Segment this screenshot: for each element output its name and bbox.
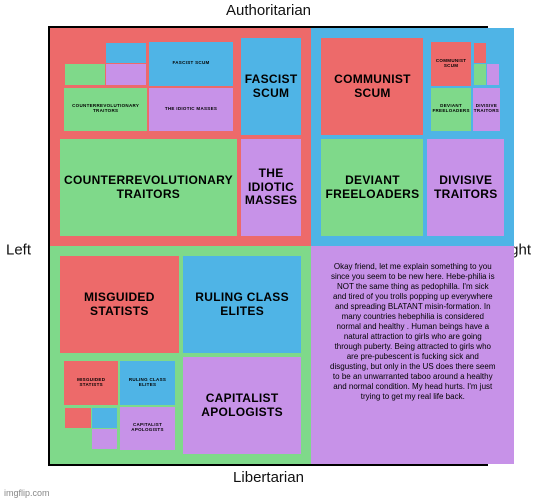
quadrant-tr: COMMUNIST SCUMCOMMUNIST SCUMDEVIANT FREE… bbox=[311, 28, 514, 246]
mini-cell bbox=[473, 42, 500, 86]
mini-cell: RULING CLASS ELITES bbox=[120, 361, 174, 405]
political-compass: FASCIST SCUMCOUNTERREVOLUTIONARY TRAITOR… bbox=[48, 26, 488, 466]
mini-compass: MISGUIDED STATISTSRULING CLASS ELITESCAP… bbox=[64, 361, 175, 450]
quadrant-bl: MISGUIDED STATISTSRULING CLASS ELITESMIS… bbox=[50, 246, 311, 464]
mini-cell: FASCIST SCUM bbox=[149, 42, 232, 86]
quadrant-tl: FASCIST SCUMCOUNTERREVOLUTIONARY TRAITOR… bbox=[50, 28, 311, 246]
compass-cell: FASCIST SCUMCOUNTERREVOLUTIONARY TRAITOR… bbox=[60, 38, 237, 135]
compass-cell: DIVISIVE TRAITORS bbox=[427, 139, 504, 236]
compass-cell: COMMUNIST SCUM bbox=[321, 38, 423, 135]
compass-cell: FASCIST SCUM bbox=[241, 38, 302, 135]
page-root: Authoritarian Libertarian Left Right FAS… bbox=[0, 0, 537, 500]
axis-left-label: Left bbox=[6, 242, 31, 259]
axis-bottom-label: Libertarian bbox=[233, 469, 304, 486]
compass-cell: CAPITALIST APOLOGISTS bbox=[183, 357, 302, 454]
compass-cell: DEVIANT FREELOADERS bbox=[321, 139, 423, 236]
watermark: imgflip.com bbox=[4, 488, 50, 498]
compass-cell: COUNTERREVOLUTIONARY TRAITORS bbox=[60, 139, 237, 236]
mini-cell bbox=[64, 42, 147, 86]
mini-cell: COUNTERREVOLUTIONARY TRAITORS bbox=[64, 88, 147, 132]
cell-grid: FASCIST SCUMCOUNTERREVOLUTIONARY TRAITOR… bbox=[60, 38, 301, 236]
mini-compass: FASCIST SCUMCOUNTERREVOLUTIONARY TRAITOR… bbox=[64, 42, 233, 131]
compass-cell: THE IDIOTIC MASSES bbox=[241, 139, 302, 236]
quadrant-br: Okay friend, let me explain something to… bbox=[311, 246, 514, 464]
mini-compass: COMMUNIST SCUMDEVIANT FREELOADERSDIVISIV… bbox=[431, 42, 500, 131]
br-copypasta-text: Okay friend, let me explain something to… bbox=[321, 256, 504, 408]
compass-cell: RULING CLASS ELITES bbox=[183, 256, 302, 353]
mini-cell: MISGUIDED STATISTS bbox=[64, 361, 118, 405]
mini-cell: COMMUNIST SCUM bbox=[431, 42, 470, 86]
cell-grid: MISGUIDED STATISTSRULING CLASS ELITESMIS… bbox=[60, 256, 301, 454]
mini-cell bbox=[64, 407, 118, 451]
compass-cell: MISGUIDED STATISTS bbox=[60, 256, 179, 353]
compass-cell: COMMUNIST SCUMDEVIANT FREELOADERSDIVISIV… bbox=[427, 38, 504, 135]
compass-cell: MISGUIDED STATISTSRULING CLASS ELITESCAP… bbox=[60, 357, 179, 454]
mini-cell: DIVISIVE TRAITORS bbox=[473, 88, 500, 132]
mini-cell: CAPITALIST APOLOGISTS bbox=[120, 407, 174, 451]
mini-cell: DEVIANT FREELOADERS bbox=[431, 88, 470, 132]
axis-top-label: Authoritarian bbox=[226, 2, 311, 19]
mini-cell: THE IDIOTIC MASSES bbox=[149, 88, 232, 132]
cell-grid: COMMUNIST SCUMCOMMUNIST SCUMDEVIANT FREE… bbox=[321, 38, 504, 236]
